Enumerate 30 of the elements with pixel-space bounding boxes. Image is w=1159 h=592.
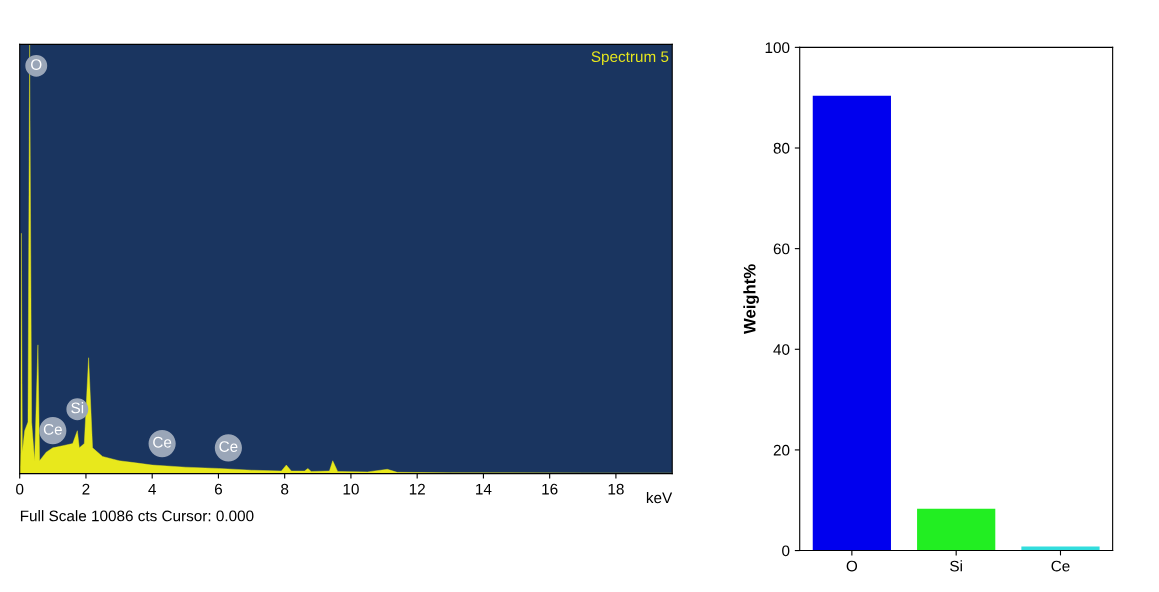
x-tick-label: Ce	[1051, 560, 1070, 572]
bar	[812, 95, 891, 551]
x-axis-title: keV	[646, 492, 673, 504]
y-tick-label: 0	[782, 545, 790, 557]
y-tick-label: 40	[773, 344, 790, 355]
x-tick-label: 0	[16, 483, 24, 495]
y-tick-label: 100	[765, 42, 790, 54]
x-tick-label: 2	[82, 483, 90, 495]
annotation: O	[31, 59, 42, 70]
x-tick-label: 10	[343, 483, 359, 495]
x-tick-label: 12	[409, 483, 425, 495]
x-tick-label: O	[846, 560, 858, 572]
annotation: Ce	[43, 423, 62, 435]
x-tick-label: 6	[214, 483, 223, 495]
annotation: Ce	[153, 436, 172, 448]
x-tick-label: 4	[148, 483, 156, 495]
x-tick-label: 8	[281, 483, 289, 495]
bar	[917, 508, 996, 551]
y-tick-label: 80	[773, 142, 790, 154]
x-tick-label: 18	[608, 483, 624, 495]
x-tick-label: Si	[950, 560, 962, 572]
annotation: Spectrum 5	[591, 51, 669, 66]
y-axis-title: Weight%	[743, 264, 759, 334]
x-tick-label: 16	[542, 483, 558, 495]
text: Full Scale 10086 cts Cursor: 0.000	[20, 510, 254, 522]
annotation: Si	[71, 402, 84, 414]
y-tick-label: 60	[773, 243, 790, 255]
y-tick-label: 20	[773, 444, 790, 456]
annotation: Ce	[219, 441, 238, 452]
x-tick-label: 14	[476, 483, 492, 495]
